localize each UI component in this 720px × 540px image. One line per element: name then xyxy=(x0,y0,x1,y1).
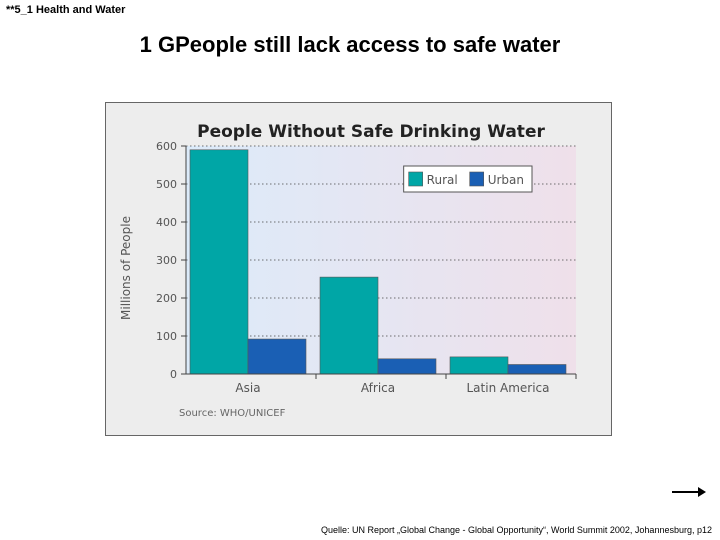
y-tick-label: 100 xyxy=(156,330,177,343)
x-tick-label: Asia xyxy=(235,381,260,395)
y-axis-label: Millions of People xyxy=(119,216,133,320)
legend-label: Rural xyxy=(427,173,458,187)
bar-rural-asia xyxy=(189,149,249,375)
chart-source-label: Source: WHO/UNICEF xyxy=(179,408,286,419)
legend-label: Urban xyxy=(488,173,524,187)
y-tick-label: 400 xyxy=(156,216,177,229)
chart-frame: People Without Safe Drinking Water 0 100 2… xyxy=(105,102,612,436)
arrow-right-icon[interactable] xyxy=(672,486,706,498)
bar-rural-latin-america xyxy=(449,356,509,375)
footer-source-note: Quelle: UN Report „Global Change - Globa… xyxy=(320,525,712,535)
y-tick-label: 300 xyxy=(156,254,177,267)
y-tick-label: 600 xyxy=(156,140,177,153)
bar-urban-africa xyxy=(377,358,437,375)
y-tick-label: 200 xyxy=(156,292,177,305)
bar-rural-africa xyxy=(319,276,379,375)
y-tick-label: 0 xyxy=(170,368,177,381)
chart-title: People Without Safe Drinking Water xyxy=(197,122,545,142)
slide-title: 1 GPeople still lack access to safe wate… xyxy=(139,32,561,57)
legend-swatch xyxy=(408,171,423,187)
bar-urban-latin-america xyxy=(507,364,567,375)
y-tick-label: 500 xyxy=(156,178,177,191)
legend xyxy=(403,165,533,193)
legend-swatch xyxy=(469,171,485,187)
slide-tag: **5_1 Health and Water xyxy=(6,4,126,16)
bar-chart: People Without Safe Drinking Water 0 100 2… xyxy=(119,122,577,419)
x-tick-label: Latin America xyxy=(467,381,550,395)
x-tick-label: Africa xyxy=(361,381,395,395)
bar-urban-asia xyxy=(247,338,307,375)
